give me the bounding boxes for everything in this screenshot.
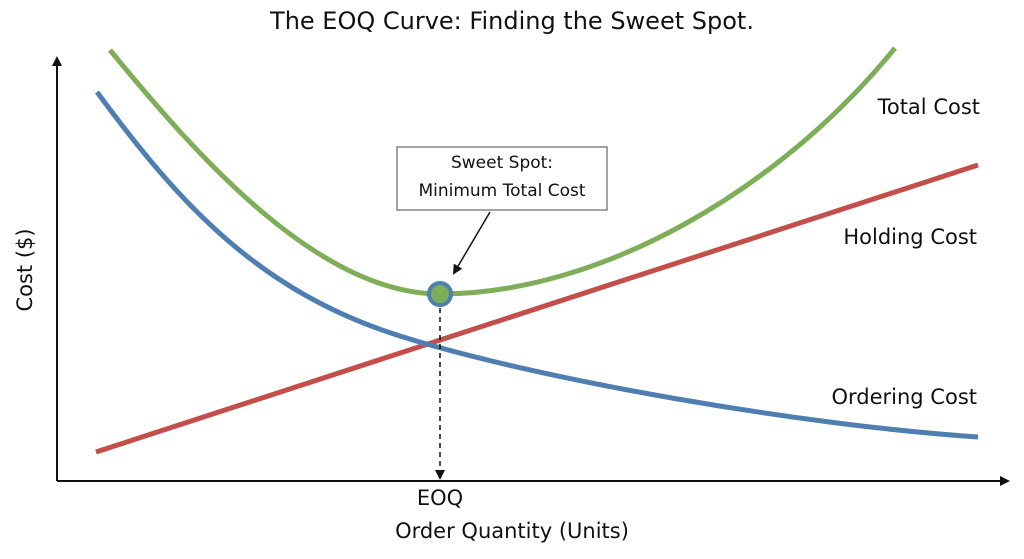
chart-title: The EOQ Curve: Finding the Sweet Spot. bbox=[269, 7, 754, 35]
eoq-label: EOQ bbox=[417, 486, 463, 510]
holding-cost-curve bbox=[95, 162, 979, 455]
curve-label: Holding Cost bbox=[843, 225, 977, 249]
annotation-text: Minimum Total Cost bbox=[418, 181, 585, 201]
annotation-arrow bbox=[452, 211, 491, 275]
sweet-spot-point bbox=[427, 281, 453, 307]
x-axis-label: Order Quantity (Units) bbox=[395, 519, 629, 543]
annotation-text: Sweet Spot: bbox=[451, 153, 553, 173]
ordering-cost-curve bbox=[94, 90, 979, 440]
annotation-box bbox=[396, 146, 608, 211]
y-axis-label: Cost ($) bbox=[13, 228, 37, 311]
curve-label: Total Cost bbox=[877, 95, 980, 119]
curve-label: Ordering Cost bbox=[831, 385, 977, 409]
